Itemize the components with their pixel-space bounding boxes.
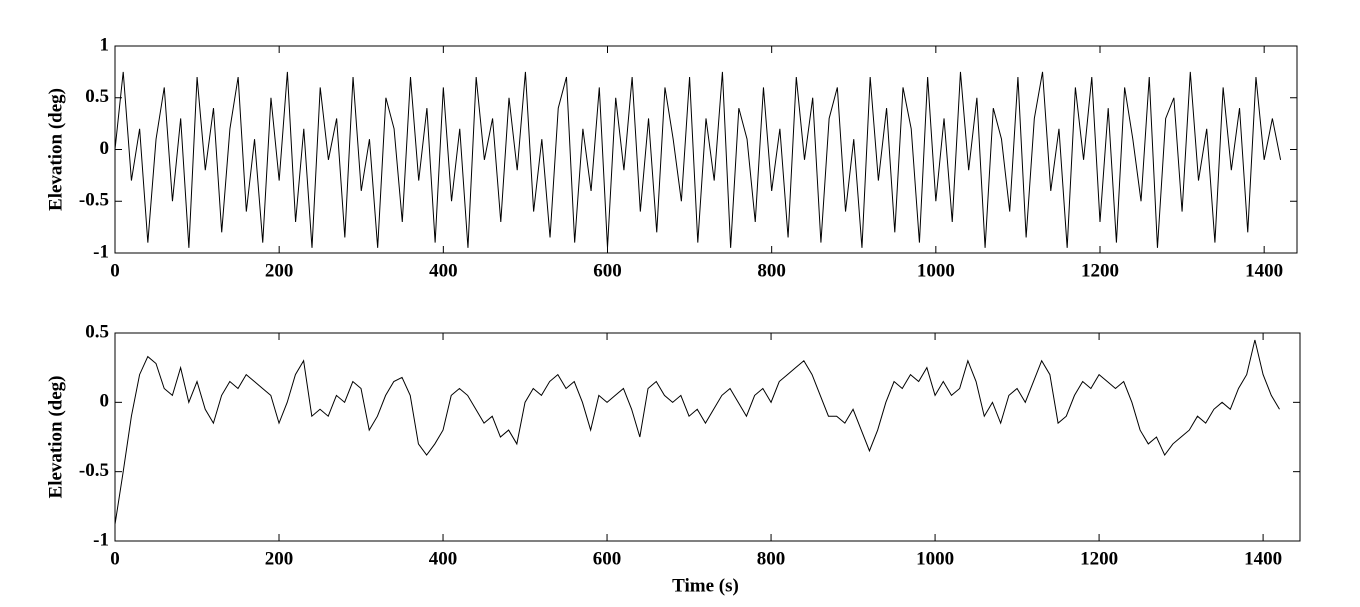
axes-frame [114,332,1301,542]
x-tick-label: 1400 [1245,260,1283,281]
x-tick-label: 1400 [1244,548,1282,569]
data-line [114,71,1282,248]
x-tick-label: 200 [265,260,294,281]
x-tick-label: 600 [593,548,622,569]
axes-frame [114,45,1298,254]
x-tick-label: 400 [429,548,458,569]
x-tick-label: 1000 [916,548,954,569]
x-tick-label: 0 [110,548,120,569]
y-axis-label: Elevation (deg) [45,376,66,499]
x-tick-label: 400 [429,260,458,281]
y-tick-label: 0 [100,391,110,412]
x-tick-label: 1200 [1081,260,1119,281]
x-axis-label: Time (s) [672,575,739,596]
y-tick-label: 1 [100,34,110,55]
x-tick-label: 1000 [917,260,955,281]
x-tick-label: 200 [265,548,294,569]
x-tick-label: 0 [110,260,120,281]
y-tick-label: 0.5 [85,86,109,107]
y-tick-label: 0.5 [85,321,109,342]
y-axis-label: Elevation (deg) [45,88,66,211]
x-tick-label: 800 [757,548,786,569]
y-tick-label: 0 [100,138,110,159]
y-tick-label: -1 [93,529,109,550]
y-tick-label: -0.5 [79,190,109,211]
data-line [114,339,1280,525]
x-tick-label: 800 [757,260,786,281]
x-tick-label: 600 [593,260,622,281]
y-tick-label: -0.5 [79,460,109,481]
x-tick-label: 1200 [1080,548,1118,569]
y-tick-label: -1 [93,241,109,262]
